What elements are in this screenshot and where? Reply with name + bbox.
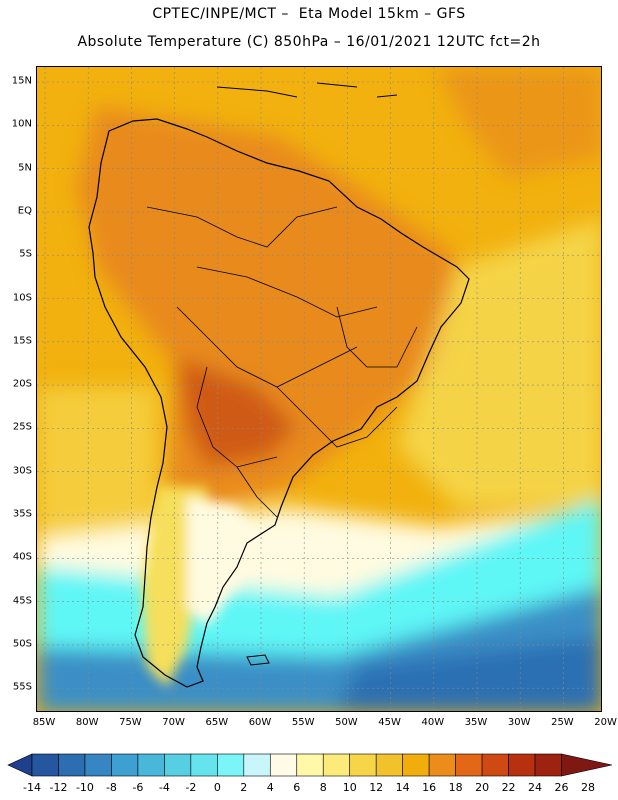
colorbar-tick-label: 8 bbox=[320, 781, 327, 794]
longitude-label: 65W bbox=[205, 717, 229, 728]
colorbar-left-arrow bbox=[7, 753, 33, 777]
colorbar-tick-label: 20 bbox=[475, 781, 489, 794]
longitude-label: 40W bbox=[421, 717, 445, 728]
colorbar-tick-label: -10 bbox=[76, 781, 94, 794]
longitude-label: 70W bbox=[162, 717, 185, 728]
temperature-colorbar: -14 -12 -10 -8 -6 -4 -2 0 2 4 6 8 10 12 14 16 18 20 22 24 26… bbox=[7, 753, 613, 794]
latitude-label: 30S bbox=[12, 465, 32, 477]
colorbar-tick-label: 0 bbox=[214, 781, 221, 794]
colorbar-tick-label: 6 bbox=[293, 781, 300, 794]
colorbar-tick-label: 22 bbox=[502, 781, 516, 794]
latitude-label: 40S bbox=[12, 551, 32, 563]
latitude-label: 50S bbox=[12, 638, 32, 650]
colorbar-swatch bbox=[190, 753, 218, 777]
colorbar-swatch bbox=[296, 753, 324, 777]
latitude-label: 20S bbox=[12, 378, 32, 390]
latitude-label: 10S bbox=[12, 292, 32, 303]
longitude-label: 30W bbox=[507, 717, 531, 728]
latitude-label: 5S bbox=[19, 248, 32, 260]
colorbar-swatch bbox=[137, 753, 165, 777]
colorbar-swatch bbox=[349, 753, 377, 777]
colorbar-swatch bbox=[217, 753, 245, 777]
longitude-label: 45W bbox=[378, 717, 401, 728]
latitude-label: EQ bbox=[17, 205, 32, 217]
longitude-label: 75W bbox=[119, 717, 142, 728]
south-america-coastline bbox=[88, 118, 470, 688]
colorbar-tick-label: -6 bbox=[132, 781, 143, 794]
colorbar-swatch bbox=[111, 753, 139, 777]
colorbar-swatch bbox=[84, 753, 112, 777]
country-borders bbox=[146, 206, 418, 518]
latitude-label: 55S bbox=[12, 681, 32, 693]
longitude-label: 35W bbox=[464, 717, 488, 728]
colorbar-tick-label: 26 bbox=[555, 781, 569, 794]
colorbar-swatch bbox=[31, 753, 59, 777]
map-canvas bbox=[37, 67, 601, 711]
latitude-label: 15N bbox=[11, 75, 32, 87]
graticule bbox=[37, 67, 601, 711]
latitude-label: 15S bbox=[12, 335, 32, 347]
colorbar-swatch bbox=[402, 753, 430, 777]
colorbar-swatch bbox=[428, 753, 456, 777]
temperature-map bbox=[36, 66, 602, 712]
colorbar-tick-label: 2 bbox=[240, 781, 247, 794]
colorbar-right-arrow bbox=[561, 753, 613, 777]
colorbar-swatch bbox=[455, 753, 483, 777]
colorbar-tick-label: 24 bbox=[528, 781, 542, 794]
longitude-label: 55W bbox=[291, 717, 315, 728]
colorbar-tick-label: 12 bbox=[369, 781, 383, 794]
colorbar-tick-label: 4 bbox=[267, 781, 274, 794]
colorbar-tick-label: -4 bbox=[159, 781, 170, 794]
hot-land-area bbox=[77, 107, 457, 507]
colorbar-tick-label: 18 bbox=[449, 781, 463, 794]
colorbar-swatch bbox=[58, 753, 86, 777]
colorbar-tick-label: 14 bbox=[396, 781, 410, 794]
colorbar-tick-label: 16 bbox=[422, 781, 436, 794]
colorbar-tick-label: -14 bbox=[23, 781, 41, 794]
falkland-islands bbox=[246, 654, 270, 666]
longitude-label: 85W bbox=[32, 717, 56, 728]
chart-title-line-1: CPTEC/INPE/MCT – Eta Model 15km – GFS bbox=[152, 6, 466, 22]
colorbar-tick-label: -12 bbox=[49, 781, 67, 794]
temperature-field bbox=[37, 67, 601, 711]
colorbar-swatch bbox=[269, 753, 298, 777]
colorbar-swatch bbox=[534, 753, 562, 777]
latitude-label: 5N bbox=[18, 162, 32, 174]
colorbar-swatch bbox=[481, 753, 509, 777]
colorbar-swatch bbox=[375, 753, 403, 777]
longitude-label: 50W bbox=[335, 717, 358, 728]
latitude-label: 25S bbox=[12, 421, 32, 433]
longitude-label: 20W bbox=[594, 717, 617, 728]
colorbar-tick-label: -2 bbox=[185, 781, 196, 794]
latitude-label: 45S bbox=[12, 595, 32, 607]
patagonia-warm-tongue bbox=[142, 487, 267, 687]
longitude-label: 80W bbox=[75, 717, 99, 728]
longitude-label: 60W bbox=[248, 717, 272, 728]
latitude-label: 35S bbox=[12, 508, 32, 520]
colorbar-swatch bbox=[164, 753, 192, 777]
colorbar-tick-label: -8 bbox=[106, 781, 117, 794]
latitude-label: 10N bbox=[11, 118, 32, 130]
colorbar-swatch bbox=[243, 753, 271, 777]
longitude-label: 25W bbox=[551, 717, 574, 728]
colorbar-tick-label: 10 bbox=[343, 781, 357, 794]
hottest-area bbox=[177, 357, 297, 467]
colorbar-tick-label: 28 bbox=[581, 781, 595, 794]
caribbean-islands bbox=[216, 82, 398, 98]
colorbar-swatch bbox=[508, 753, 536, 777]
chart-title-line-2: Absolute Temperature (C) 850hPa – 16/01/… bbox=[77, 34, 541, 50]
colorbar-swatch bbox=[322, 753, 351, 777]
